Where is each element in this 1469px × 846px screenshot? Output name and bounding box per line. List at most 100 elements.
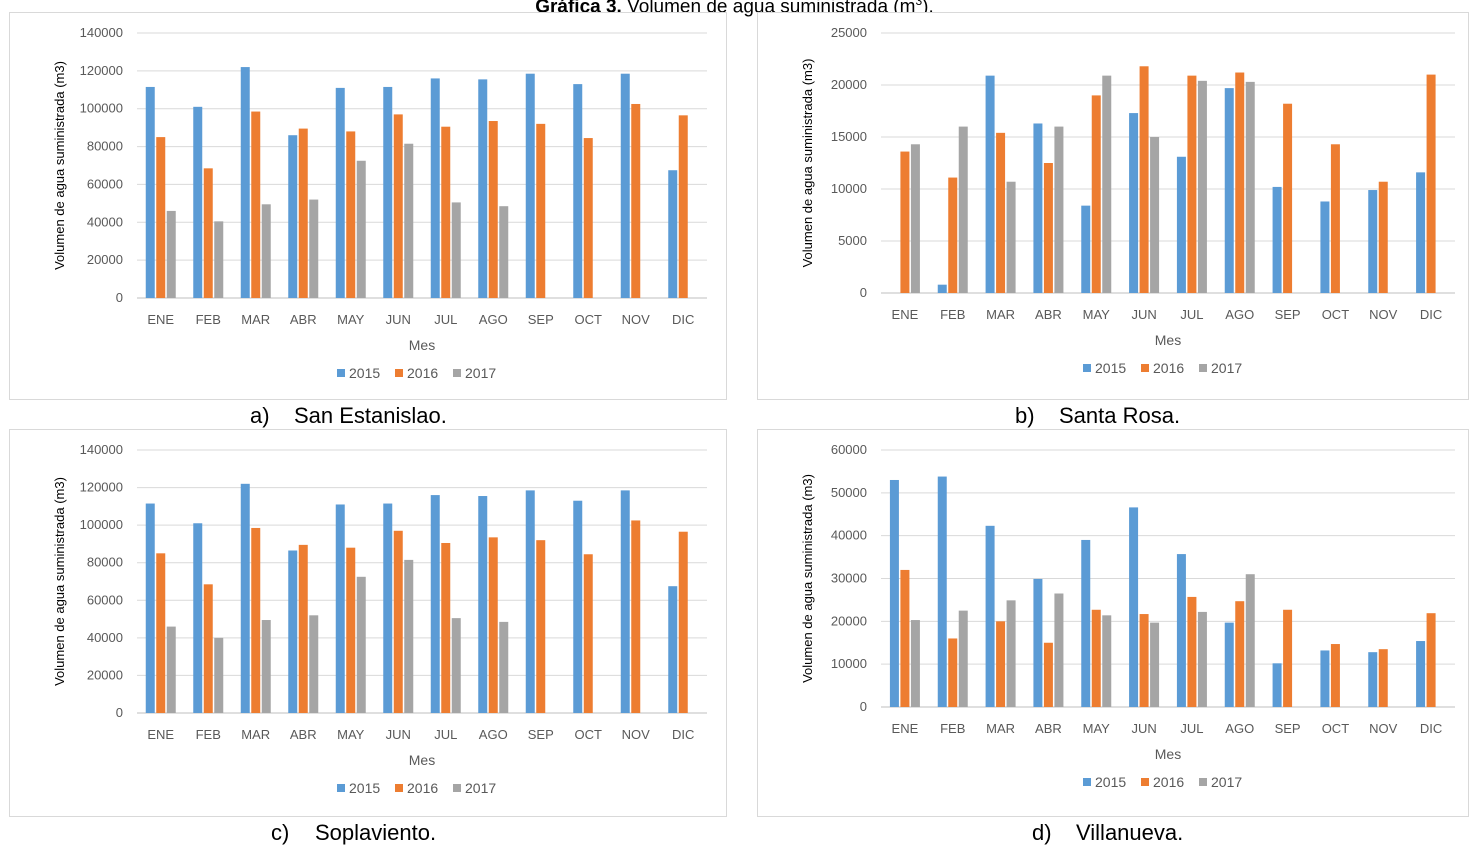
chart-svg-san-estanislao: 0 20000 40000 60000 80000 100000 120000 140000 E… bbox=[52, 25, 707, 381]
y-axis-label: Volumen de agua suministrada (m3) bbox=[800, 59, 815, 268]
bar-2017-ene bbox=[166, 210, 176, 298]
bar-2016-nov bbox=[631, 103, 641, 298]
bar-2015-sep bbox=[1272, 663, 1282, 707]
legend-swatch-2015 bbox=[337, 369, 345, 377]
bar-2015-feb bbox=[937, 476, 947, 707]
bar-2016-may bbox=[1091, 95, 1101, 294]
bar-2015-abr bbox=[1033, 578, 1043, 707]
bar-2016-jun bbox=[1139, 614, 1149, 707]
y-tick-label: 15000 bbox=[831, 129, 867, 144]
bar-2015-oct bbox=[573, 84, 583, 298]
caption-letter: c) bbox=[271, 820, 290, 845]
bar-2015-may bbox=[335, 87, 345, 299]
bar-2015-nov bbox=[1368, 652, 1378, 707]
x-tick-label: MAR bbox=[241, 312, 270, 327]
y-axis-label: Volumen de agua suministrada (m3) bbox=[52, 477, 67, 686]
bar-2016-mar bbox=[996, 132, 1006, 293]
bar-2016-sep bbox=[1283, 609, 1293, 707]
bar-2016-nov bbox=[1378, 649, 1388, 707]
x-tick-label: NOV bbox=[1369, 721, 1398, 736]
y-tick-label: 120000 bbox=[80, 480, 123, 495]
legend-swatch-2016 bbox=[1141, 364, 1149, 372]
bar-2017-abr bbox=[309, 615, 319, 713]
x-axis-label: Mes bbox=[1155, 746, 1181, 762]
y-tick-label: 0 bbox=[116, 290, 123, 305]
y-tick-label: 20000 bbox=[831, 77, 867, 92]
x-tick-label: DIC bbox=[1420, 307, 1442, 322]
x-tick-label: ABR bbox=[1035, 721, 1062, 736]
x-tick-label: FEB bbox=[940, 721, 965, 736]
bar-2015-mar bbox=[985, 525, 995, 707]
bar-2017-jun bbox=[1150, 622, 1160, 707]
bar-2015-may bbox=[1081, 205, 1091, 293]
caption-name: Soplaviento. bbox=[315, 820, 437, 845]
y-tick-label: 20000 bbox=[87, 252, 123, 267]
bar-2015-ago bbox=[478, 79, 488, 298]
x-tick-label: MAY bbox=[1083, 721, 1111, 736]
bar-2017-ago bbox=[1245, 81, 1255, 293]
y-tick-label: 30000 bbox=[831, 571, 867, 586]
x-axis-label: Mes bbox=[409, 752, 435, 768]
bar-2016-abr bbox=[298, 544, 308, 713]
x-tick-label: JUL bbox=[434, 727, 457, 742]
bar-2017-ago bbox=[499, 206, 509, 298]
x-tick-label: OCT bbox=[575, 312, 603, 327]
y-tick-label: 60000 bbox=[831, 442, 867, 457]
bar-2015-nov bbox=[620, 490, 630, 713]
legend-label-2017: 2017 bbox=[1211, 774, 1242, 790]
bar-2017-ago bbox=[1245, 574, 1255, 707]
bar-2016-may bbox=[346, 547, 356, 713]
chart-panel-villanueva: 0 10000 20000 30000 40000 50000 60000 ENE FEB MAR… bbox=[757, 429, 1469, 817]
x-tick-label: MAY bbox=[337, 727, 365, 742]
x-tick-label: DIC bbox=[1420, 721, 1442, 736]
chart-svg-santa-rosa: 0 5000 10000 15000 20000 25000 ENE FEB MAR ABR MAY… bbox=[800, 25, 1455, 376]
bar-2015-mar bbox=[985, 75, 995, 293]
bar-2016-oct bbox=[583, 554, 593, 713]
bar-2015-abr bbox=[1033, 123, 1043, 293]
bar-2017-jun bbox=[404, 559, 414, 713]
x-tick-label: JUL bbox=[1180, 721, 1203, 736]
bar-2017-jul bbox=[1197, 80, 1207, 293]
legend-swatch-2017 bbox=[453, 784, 461, 792]
x-tick-label: MAY bbox=[337, 312, 365, 327]
chart-panel-santa-rosa: 0 5000 10000 15000 20000 25000 ENE FEB MAR ABR MAY… bbox=[757, 12, 1469, 400]
x-tick-label: ABR bbox=[1035, 307, 1062, 322]
legend-swatch-2017 bbox=[1199, 778, 1207, 786]
bar-2016-feb bbox=[203, 168, 213, 298]
legend-swatch-2017 bbox=[1199, 364, 1207, 372]
y-tick-label: 100000 bbox=[80, 101, 123, 116]
legend-label-2015: 2015 bbox=[1095, 774, 1126, 790]
caption-letter: d) bbox=[1032, 820, 1052, 845]
y-axis-label: Volumen de agua suministrada (m3) bbox=[800, 474, 815, 683]
bar-2015-sep bbox=[525, 490, 535, 713]
bar-2015-jun bbox=[1129, 507, 1139, 707]
y-axis-label: Volumen de agua suministrada (m3) bbox=[52, 61, 67, 270]
legend-label-2016: 2016 bbox=[1153, 774, 1184, 790]
bar-2015-nov bbox=[1368, 190, 1378, 293]
bar-2015-may bbox=[335, 504, 345, 713]
bar-2017-feb bbox=[214, 221, 224, 298]
chart-svg-soplaviento: 0 20000 40000 60000 80000 100000 120000 140000 E… bbox=[52, 442, 707, 796]
bar-2016-ago bbox=[1235, 601, 1245, 707]
bar-2015-mar bbox=[240, 67, 250, 298]
bar-2017-may bbox=[1102, 75, 1112, 293]
x-tick-label: NOV bbox=[622, 727, 651, 742]
bar-2016-feb bbox=[203, 584, 213, 713]
bar-2015-jul bbox=[1176, 156, 1186, 293]
chart-svg-villanueva: 0 10000 20000 30000 40000 50000 60000 ENE FEB MAR… bbox=[800, 442, 1455, 790]
bar-2015-feb bbox=[193, 523, 203, 713]
x-tick-label: AGO bbox=[479, 312, 508, 327]
x-tick-label: NOV bbox=[622, 312, 651, 327]
bar-2015-nov bbox=[620, 73, 630, 298]
x-tick-label: OCT bbox=[1322, 721, 1350, 736]
chart-panel-san-estanislao: 0 20000 40000 60000 80000 100000 120000 140000 E… bbox=[9, 12, 727, 400]
bar-2016-abr bbox=[298, 128, 308, 298]
legend-label-2015: 2015 bbox=[349, 780, 380, 796]
bar-2016-mar bbox=[996, 621, 1006, 707]
y-tick-label: 20000 bbox=[87, 667, 123, 682]
bar-2016-jul bbox=[441, 126, 451, 298]
x-tick-label: ENE bbox=[147, 727, 174, 742]
bar-2016-dic bbox=[1426, 74, 1436, 293]
bar-2015-oct bbox=[573, 500, 583, 713]
bar-2015-dic bbox=[668, 586, 678, 713]
